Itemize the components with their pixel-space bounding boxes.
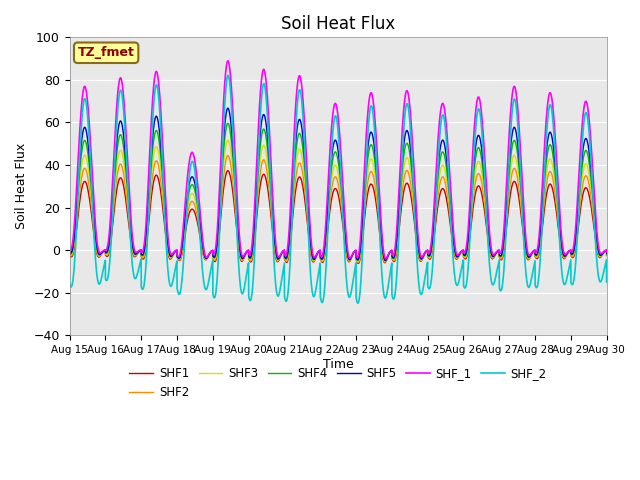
SHF1 bbox=[318, 259, 326, 265]
SHF5 bbox=[163, 220, 170, 226]
SHF1 bbox=[66, 252, 74, 258]
SHF_2 bbox=[459, 261, 467, 266]
SHF1 bbox=[355, 261, 362, 266]
SHF_2 bbox=[602, 258, 610, 264]
SHF5 bbox=[603, 251, 611, 256]
SHF_2 bbox=[354, 300, 362, 306]
SHF5 bbox=[66, 250, 74, 256]
SHF_1 bbox=[224, 58, 232, 64]
Line: SHF_1: SHF_1 bbox=[70, 61, 607, 259]
Text: TZ_fmet: TZ_fmet bbox=[77, 46, 134, 59]
SHF3 bbox=[459, 248, 467, 253]
SHF2 bbox=[224, 153, 232, 158]
SHF5 bbox=[602, 247, 610, 253]
SHF1 bbox=[224, 168, 232, 174]
SHF1 bbox=[163, 237, 170, 242]
SHF2 bbox=[163, 232, 170, 238]
SHF_2 bbox=[429, 260, 436, 266]
SHF2 bbox=[489, 255, 497, 261]
SHF2 bbox=[429, 242, 436, 248]
SHF_1 bbox=[66, 248, 74, 254]
Y-axis label: Soil Heat Flux: Soil Heat Flux bbox=[15, 143, 28, 229]
SHF_1 bbox=[382, 256, 390, 262]
Line: SHF3: SHF3 bbox=[70, 140, 607, 262]
X-axis label: Time: Time bbox=[323, 358, 353, 371]
SHF5 bbox=[429, 232, 436, 238]
SHF5 bbox=[459, 248, 467, 253]
SHF3 bbox=[318, 258, 326, 264]
SHF4 bbox=[429, 235, 436, 241]
SHF2 bbox=[602, 248, 610, 253]
Legend: SHF1, SHF2, SHF3, SHF4, SHF5, SHF_1, SHF_2: SHF1, SHF2, SHF3, SHF4, SHF5, SHF_1, SHF… bbox=[125, 362, 552, 404]
SHF4 bbox=[602, 248, 610, 253]
SHF4 bbox=[603, 251, 611, 257]
SHF3 bbox=[224, 137, 232, 143]
SHF2 bbox=[66, 252, 74, 257]
SHF_1 bbox=[429, 222, 436, 228]
SHF1 bbox=[602, 248, 610, 253]
SHF_1 bbox=[603, 249, 611, 255]
SHF1 bbox=[459, 248, 467, 254]
SHF4 bbox=[381, 258, 389, 264]
SHF5 bbox=[381, 257, 389, 263]
SHF5 bbox=[224, 105, 232, 111]
SHF_1 bbox=[602, 247, 610, 253]
SHF1 bbox=[429, 245, 436, 251]
SHF_1 bbox=[318, 253, 326, 259]
SHF_2 bbox=[224, 72, 232, 78]
SHF4 bbox=[459, 248, 467, 253]
SHF5 bbox=[318, 256, 326, 262]
SHF3 bbox=[602, 248, 610, 253]
SHF_1 bbox=[459, 248, 467, 253]
SHF3 bbox=[66, 251, 74, 257]
SHF3 bbox=[603, 252, 611, 257]
Title: Soil Heat Flux: Soil Heat Flux bbox=[281, 15, 396, 33]
SHF3 bbox=[163, 228, 170, 234]
SHF1 bbox=[603, 252, 611, 258]
Line: SHF1: SHF1 bbox=[70, 171, 607, 264]
SHF5 bbox=[489, 253, 497, 259]
SHF4 bbox=[318, 257, 326, 263]
SHF_2 bbox=[489, 282, 497, 288]
SHF3 bbox=[489, 254, 497, 260]
SHF_2 bbox=[66, 281, 74, 287]
Line: SHF4: SHF4 bbox=[70, 123, 607, 261]
SHF4 bbox=[224, 120, 232, 126]
SHF_2 bbox=[603, 279, 611, 285]
SHF3 bbox=[381, 259, 389, 264]
SHF_1 bbox=[163, 207, 170, 213]
Line: SHF2: SHF2 bbox=[70, 156, 607, 263]
SHF2 bbox=[459, 248, 467, 254]
SHF4 bbox=[66, 251, 74, 256]
SHF2 bbox=[603, 252, 611, 258]
SHF4 bbox=[489, 254, 497, 260]
SHF4 bbox=[163, 224, 170, 229]
Line: SHF_2: SHF_2 bbox=[70, 75, 607, 303]
SHF_2 bbox=[163, 240, 170, 246]
SHF2 bbox=[318, 259, 326, 264]
Line: SHF5: SHF5 bbox=[70, 108, 607, 260]
SHF2 bbox=[355, 260, 362, 265]
SHF3 bbox=[429, 239, 436, 245]
SHF1 bbox=[489, 256, 497, 262]
SHF_1 bbox=[489, 252, 497, 257]
SHF_2 bbox=[318, 300, 326, 305]
